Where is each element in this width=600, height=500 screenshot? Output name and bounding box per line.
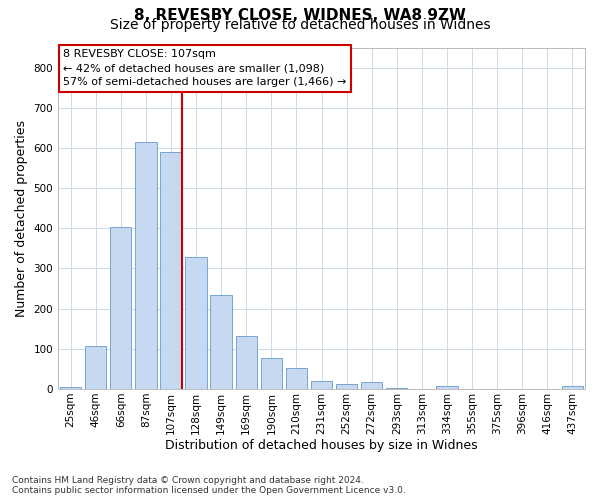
Bar [260, 358, 282, 389]
Bar [436, 386, 458, 389]
Y-axis label: Number of detached properties: Number of detached properties [15, 120, 28, 317]
Text: 8 REVESBY CLOSE: 107sqm
← 42% of detached houses are smaller (1,098)
57% of semi: 8 REVESBY CLOSE: 107sqm ← 42% of detache… [64, 49, 347, 87]
Bar [60, 387, 81, 389]
Bar [286, 368, 307, 389]
Bar [361, 382, 382, 389]
Bar [211, 294, 232, 389]
Bar [160, 152, 182, 389]
Bar [135, 142, 157, 389]
Text: 8, REVESBY CLOSE, WIDNES, WA8 9ZW: 8, REVESBY CLOSE, WIDNES, WA8 9ZW [134, 8, 466, 22]
Bar [236, 336, 257, 389]
Bar [185, 257, 207, 389]
Bar [386, 388, 407, 389]
Bar [336, 384, 357, 389]
Bar [110, 227, 131, 389]
Bar [562, 386, 583, 389]
Text: Contains HM Land Registry data © Crown copyright and database right 2024.
Contai: Contains HM Land Registry data © Crown c… [12, 476, 406, 495]
X-axis label: Distribution of detached houses by size in Widnes: Distribution of detached houses by size … [165, 440, 478, 452]
Bar [85, 346, 106, 389]
Bar [311, 381, 332, 389]
Text: Size of property relative to detached houses in Widnes: Size of property relative to detached ho… [110, 18, 490, 32]
